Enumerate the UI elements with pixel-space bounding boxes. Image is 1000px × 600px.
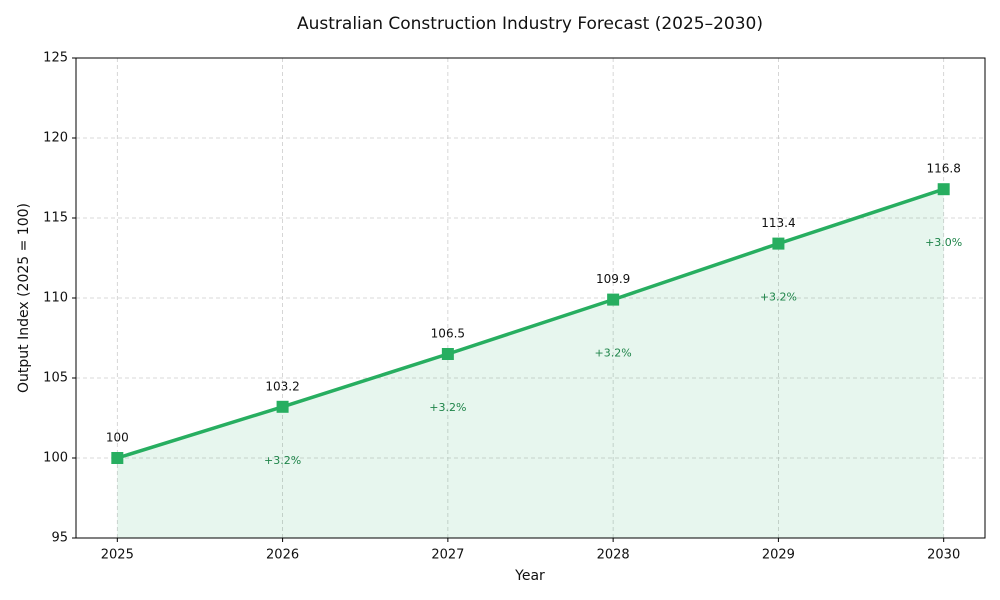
x-tick-label: 2028	[597, 548, 630, 563]
plot-frame	[75, 57, 986, 539]
marker	[937, 183, 950, 196]
data-label: 103.2	[265, 379, 299, 393]
y-tick-label: 110	[43, 291, 68, 306]
data-label: 106.5	[431, 327, 465, 341]
x-tick-label: 2029	[762, 548, 795, 563]
growth-label: +3.0%	[925, 236, 962, 249]
growth-label: +3.2%	[595, 347, 632, 360]
x-tick-label: 2026	[266, 548, 299, 563]
growth-label: +3.2%	[760, 291, 797, 304]
marker	[441, 348, 454, 360]
y-tick-label: 100	[43, 451, 68, 466]
y-tick-label: 105	[43, 371, 68, 386]
y-tick-label: 115	[43, 211, 68, 226]
x-tick-label: 2030	[927, 548, 960, 563]
y-tick-label: 120	[43, 131, 68, 146]
y-tick-label: 95	[51, 531, 68, 546]
marker	[607, 293, 620, 306]
area	[117, 189, 944, 538]
growth-label: +3.2%	[264, 454, 301, 467]
data-label: 109.9	[596, 272, 630, 286]
marker	[772, 237, 785, 250]
data-label: 116.8	[927, 162, 961, 176]
y-axis-label: Output Index (2025 = 100)	[16, 203, 32, 393]
marker	[111, 452, 124, 464]
growth-label: +3.2%	[429, 401, 466, 414]
data-label: 100	[106, 431, 129, 445]
marker	[276, 400, 289, 413]
data-label: 113.4	[761, 216, 795, 230]
y-tick-label: 125	[43, 51, 68, 66]
x-tick-label: 2027	[431, 548, 464, 563]
x-axis-label: Year	[514, 568, 545, 584]
chart-title: Australian Construction Industry Forecas…	[297, 14, 763, 34]
x-tick-label: 2025	[101, 548, 134, 563]
line	[116, 187, 945, 460]
